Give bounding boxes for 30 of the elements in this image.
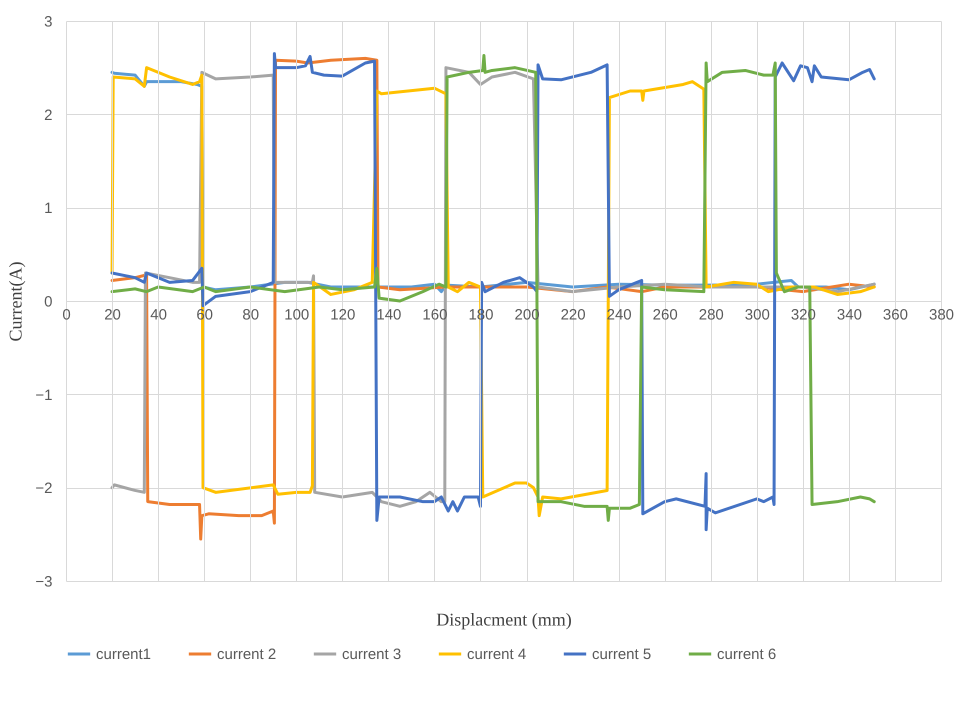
- x-tick-label: 220: [560, 306, 586, 324]
- x-tick-label: 280: [698, 306, 724, 324]
- x-tick-label: 360: [882, 306, 908, 324]
- y-tick-label: 0: [44, 294, 52, 310]
- x-tick-label: 340: [836, 306, 862, 324]
- x-tick-label: 0: [62, 306, 71, 324]
- x-tick-label: 160: [422, 306, 448, 324]
- y-axis-title: Current(A): [5, 262, 26, 342]
- legend-label: current1: [96, 646, 152, 663]
- legend-label: current 4: [467, 646, 526, 663]
- y-tick-label: 2: [44, 106, 52, 124]
- x-tick-label: 20: [104, 306, 121, 324]
- y-tick-label: −1: [35, 386, 52, 404]
- x-tick-label: 380: [928, 306, 954, 324]
- y-tick-label: 3: [44, 14, 52, 30]
- x-tick-label: 120: [330, 306, 356, 324]
- legend-label: current 6: [717, 646, 776, 663]
- y-tick-label: −3: [35, 574, 52, 590]
- x-tick-label: 260: [652, 306, 678, 324]
- legend-label: current 3: [342, 646, 402, 663]
- x-tick-label: 140: [376, 306, 402, 324]
- x-axis-title: Displacment (mm): [436, 610, 572, 630]
- x-tick-label: 80: [242, 306, 260, 324]
- x-tick-label: 100: [284, 306, 310, 324]
- y-tick-label: −2: [35, 480, 52, 498]
- legend-label: current 5: [592, 646, 652, 663]
- x-tick-label: 300: [744, 306, 770, 324]
- legend-label: current 2: [217, 646, 276, 663]
- y-tick-label: 1: [44, 200, 52, 218]
- x-tick-label: 40: [150, 306, 167, 324]
